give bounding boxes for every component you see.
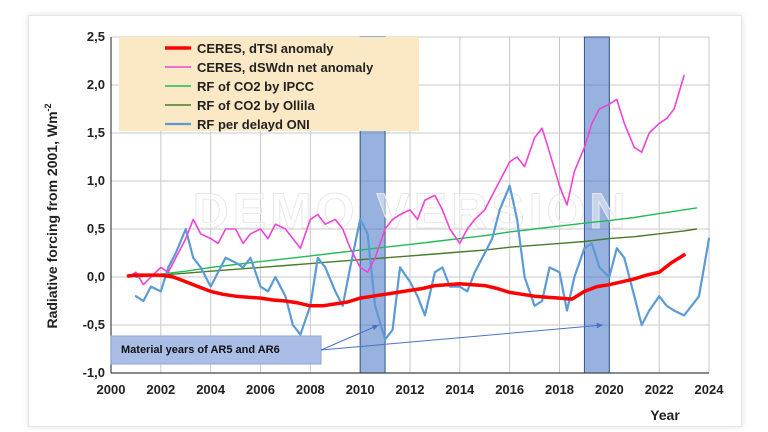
x-tick-label: 2024 — [695, 382, 725, 397]
chart-canvas: CERES, dTSI anomaly CERES, dSWdn net anom… — [43, 29, 725, 423]
legend-label: CERES, dTSI anomaly — [197, 41, 334, 56]
series-line — [126, 253, 686, 308]
x-tick-label: 2014 — [445, 382, 475, 397]
y-tick-label: 2,5 — [87, 29, 105, 44]
y-tick-label: -0,5 — [83, 317, 105, 332]
x-tick-label: 2018 — [545, 382, 574, 397]
series-line — [135, 207, 698, 278]
x-tick-label: 2022 — [645, 382, 674, 397]
x-tick-label: 2000 — [97, 382, 126, 397]
y-tick-label: 2,0 — [87, 77, 105, 92]
y-tick-label: 1,5 — [87, 125, 105, 140]
x-tick-labels: 2000 2002 2004 2006 2008 2010 2012 2014 2016 2018… — [97, 382, 725, 397]
series-line — [134, 184, 711, 341]
annotation-text: Material years of AR5 and AR6 — [121, 344, 280, 356]
legend-label: RF of CO2 by IPCC — [197, 79, 315, 94]
x-tick-label: 2002 — [146, 382, 175, 397]
highlight-band — [583, 36, 610, 374]
series-line — [127, 74, 685, 286]
series-line — [135, 228, 698, 278]
y-tick-label: 1,0 — [87, 173, 105, 188]
annotation-arrowhead — [371, 324, 379, 331]
x-tick-label: 2010 — [346, 382, 375, 397]
y-axis-title: Radiative forcing from 2001, Wm-2 — [43, 103, 60, 328]
x-tick-label: 2016 — [495, 382, 524, 397]
y-tick-label: -1,0 — [83, 365, 105, 380]
annotation-arrows — [320, 322, 604, 351]
legend-label: RF of CO2 by Ollila — [197, 98, 316, 113]
series-lines — [126, 74, 711, 341]
axes — [110, 37, 709, 374]
annotation-box — [110, 335, 322, 365]
y-tick-label: 0,0 — [87, 269, 105, 284]
x-tick-label: 2004 — [196, 382, 226, 397]
annotation-arrowhead — [596, 322, 604, 329]
annotation-arrow — [320, 324, 604, 351]
x-tick-label: 2020 — [595, 382, 624, 397]
legend-label: RF per delayd ONI — [197, 117, 310, 132]
y-tick-labels: 2,5 2,0 1,5 1,0 0,5 0,0 -0,5 -1,0 — [83, 29, 105, 380]
x-axis-title: Year — [650, 407, 680, 423]
x-tick-label: 2006 — [246, 382, 275, 397]
y-tick-label: 0,5 — [87, 221, 105, 236]
legend-box — [119, 37, 419, 131]
x-tick-label: 2008 — [296, 382, 325, 397]
annotation: Material years of AR5 and AR6 — [110, 322, 604, 365]
chart-frame: CERES, dTSI anomaly CERES, dSWdn net anom… — [28, 15, 742, 427]
legend: CERES, dTSI anomaly CERES, dSWdn net anom… — [165, 41, 374, 132]
legend-label: CERES, dSWdn net anomaly — [197, 60, 374, 75]
x-tick-label: 2012 — [396, 382, 425, 397]
annotation-arrow — [320, 324, 380, 351]
